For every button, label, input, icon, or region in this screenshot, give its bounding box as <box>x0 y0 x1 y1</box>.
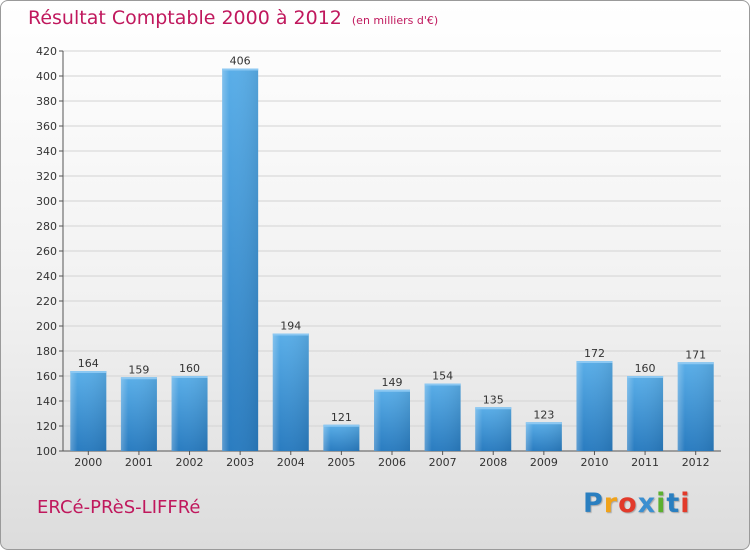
bar-shading <box>627 376 664 451</box>
x-tick-label: 2009 <box>530 456 558 469</box>
bar-value-label: 171 <box>685 348 706 361</box>
logo-letter: r <box>603 488 619 519</box>
y-tick-label: 240 <box>36 270 57 283</box>
x-tick-label: 2000 <box>74 456 102 469</box>
proxiti-logo: Proxiti <box>583 488 691 519</box>
bar-shading <box>424 383 461 451</box>
commune-name: ERCé-PRèS-LIFFRé <box>37 497 201 518</box>
bar-shading <box>272 333 309 451</box>
bar-value-label: 123 <box>533 408 554 421</box>
y-tick-label: 140 <box>36 395 57 408</box>
bar-cap <box>677 362 714 365</box>
y-tick-label: 280 <box>36 220 57 233</box>
logo-letter: x <box>637 488 657 519</box>
x-tick-label: 2006 <box>378 456 406 469</box>
x-tick-label: 2005 <box>327 456 355 469</box>
bar-cap <box>424 383 461 386</box>
chart-unit: (en milliers d'€) <box>351 14 439 27</box>
y-tick-label: 260 <box>36 245 57 258</box>
bar-value-label: 160 <box>179 362 200 375</box>
bar-value-label: 406 <box>230 55 251 68</box>
bar-cap <box>171 376 208 378</box>
logo-letter: P <box>583 488 604 519</box>
logo-letter: t <box>666 488 681 519</box>
x-tick-label: 2001 <box>125 456 153 469</box>
bar-cap <box>272 333 309 336</box>
bar-shading <box>677 362 714 451</box>
y-tick-label: 320 <box>36 170 57 183</box>
x-tick-label: 2012 <box>682 456 710 469</box>
bar-shading <box>70 371 107 451</box>
bar-value-label: 159 <box>128 363 149 376</box>
x-tick-label: 2004 <box>277 456 305 469</box>
bar-shading <box>120 377 157 451</box>
bar-shading <box>323 424 360 451</box>
bar-value-label: 160 <box>635 362 656 375</box>
logo-letter: i <box>680 488 691 519</box>
bar-shading <box>171 376 208 451</box>
bar-shading <box>525 422 562 451</box>
y-tick-label: 380 <box>36 95 57 108</box>
bar-value-label: 194 <box>280 320 301 333</box>
bar-cap <box>222 68 259 71</box>
x-tick-label: 2011 <box>631 456 659 469</box>
bar-shading <box>475 407 512 451</box>
bar-value-label: 149 <box>382 376 403 389</box>
bar-shading <box>576 361 613 451</box>
bar-value-label: 135 <box>483 393 504 406</box>
bar-value-label: 164 <box>78 357 99 370</box>
logo-letter: i <box>656 488 667 519</box>
chart-header: Résultat Comptable 2000 à 2012 (en millie… <box>28 7 438 29</box>
logo-letter: o <box>618 488 638 519</box>
bar-cap <box>323 424 360 427</box>
x-tick-label: 2002 <box>176 456 204 469</box>
y-tick-label: 400 <box>36 70 57 83</box>
x-tick-label: 2010 <box>580 456 608 469</box>
chart-title: Résultat Comptable 2000 à 2012 <box>28 7 342 29</box>
y-tick-label: 220 <box>36 295 57 308</box>
bar-cap <box>374 389 410 392</box>
y-tick-label: 180 <box>36 345 57 358</box>
y-tick-label: 160 <box>36 370 57 383</box>
y-tick-label: 100 <box>36 445 57 458</box>
y-tick-label: 300 <box>36 195 57 208</box>
bar-cap <box>120 377 157 380</box>
x-tick-label: 2003 <box>226 456 254 469</box>
bar-shading <box>222 68 259 451</box>
x-tick-label: 2008 <box>479 456 507 469</box>
y-tick-label: 360 <box>36 120 57 133</box>
bar-value-label: 154 <box>432 370 453 383</box>
y-tick-label: 340 <box>36 145 57 158</box>
bar-value-label: 121 <box>331 411 352 424</box>
bar-value-label: 172 <box>584 347 605 360</box>
bar-cap <box>576 361 613 363</box>
bar-cap <box>627 376 664 378</box>
y-tick-label: 420 <box>36 45 57 58</box>
y-tick-label: 200 <box>36 320 57 333</box>
x-tick-label: 2007 <box>429 456 457 469</box>
y-tick-label: 120 <box>36 420 57 433</box>
bar-cap <box>70 371 107 373</box>
bar-shading <box>374 389 410 451</box>
bar-cap <box>525 422 562 425</box>
bar-cap <box>475 407 512 410</box>
